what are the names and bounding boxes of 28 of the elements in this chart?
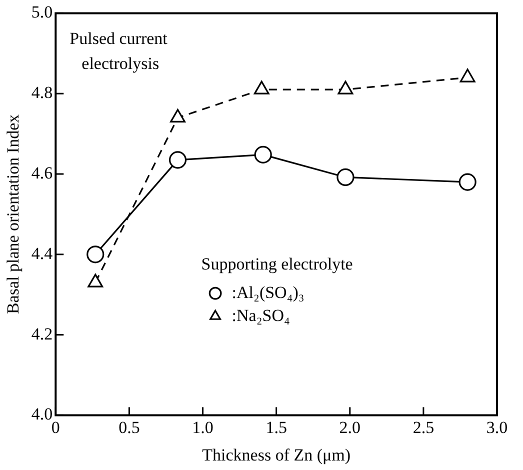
x-tick-label: 1.0	[192, 418, 214, 437]
point	[254, 80, 270, 94]
y-tick-label: 4.8	[31, 83, 53, 102]
y-tick-label: 5.0	[31, 2, 53, 22]
y-tick-label: 4.4	[31, 244, 54, 263]
point	[254, 146, 272, 164]
legend-label: :Na₂SO₄	[232, 306, 290, 325]
y-tick-label: 4.6	[31, 163, 53, 182]
x-tick-label: 0	[51, 418, 60, 437]
y-tick-label: 4.2	[31, 324, 53, 344]
point	[86, 246, 104, 264]
x-tick-label: 3.0	[486, 418, 508, 437]
point	[336, 168, 354, 186]
legend-label: :Al₂(SO₄)₃	[232, 282, 304, 302]
point	[338, 80, 354, 94]
x-tick-label: 2.5	[412, 418, 434, 437]
point	[170, 108, 186, 123]
point	[168, 151, 187, 169]
x-tick-label: 0.5	[118, 418, 140, 437]
point	[460, 68, 476, 82]
x-tick-label: 1.5	[266, 418, 287, 437]
y-axis-title: Basal plane orientation Index	[4, 114, 23, 314]
legend-title: Supporting electrolyte	[201, 254, 353, 274]
annotation: Pulsed current electrolysis	[70, 29, 168, 74]
x-tick-label: 2.0	[339, 418, 361, 437]
x-axis-title: Thickness of Zn (μm)	[202, 445, 351, 464]
point	[458, 173, 476, 191]
y-tick-label: 4.0	[31, 404, 53, 424]
